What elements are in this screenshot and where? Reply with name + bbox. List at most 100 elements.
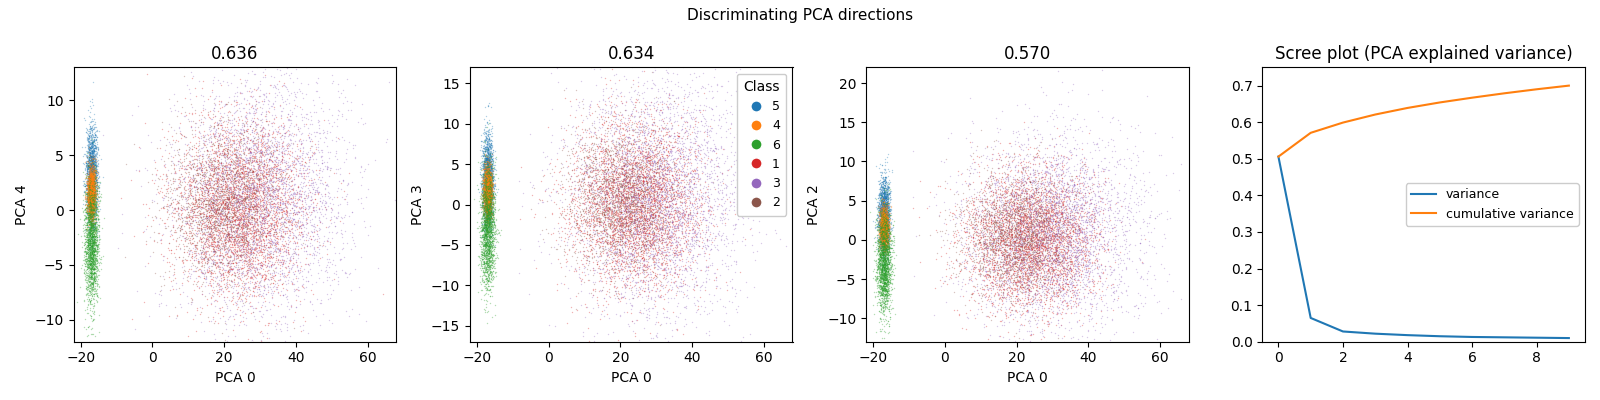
Point xyxy=(970,252,995,259)
Point xyxy=(301,149,326,156)
Point xyxy=(1014,240,1040,247)
Point xyxy=(870,216,896,223)
Point xyxy=(872,212,898,218)
Point xyxy=(74,186,99,192)
Point xyxy=(269,149,294,156)
Point xyxy=(211,218,237,224)
Point xyxy=(470,203,496,210)
Point xyxy=(595,196,621,203)
Point xyxy=(248,212,274,219)
Point xyxy=(222,238,248,244)
Point xyxy=(1126,208,1152,214)
Point xyxy=(186,227,211,233)
Point xyxy=(280,111,306,117)
Point xyxy=(78,198,104,204)
Point xyxy=(1102,257,1128,264)
Point xyxy=(85,208,110,214)
Point xyxy=(213,213,238,220)
Point xyxy=(472,190,498,196)
Point xyxy=(1072,250,1098,257)
Point xyxy=(85,244,110,250)
Point xyxy=(552,95,578,101)
Point xyxy=(558,97,584,104)
Point xyxy=(654,191,680,198)
Point xyxy=(248,199,274,206)
Point xyxy=(1022,240,1048,246)
Point xyxy=(1022,232,1048,238)
Point xyxy=(229,226,254,232)
Point xyxy=(618,230,643,236)
Point xyxy=(80,199,106,206)
Point xyxy=(477,182,502,188)
Point xyxy=(472,242,498,248)
Point xyxy=(621,220,646,226)
Point xyxy=(866,288,891,294)
Point xyxy=(187,197,213,204)
Point xyxy=(286,204,312,210)
Point xyxy=(302,236,328,242)
Point xyxy=(870,260,896,267)
Point xyxy=(872,261,898,267)
Point xyxy=(656,165,682,171)
Point xyxy=(477,210,502,216)
Point xyxy=(475,183,501,189)
Point xyxy=(77,236,102,242)
Point xyxy=(478,218,504,224)
Point xyxy=(1005,212,1030,218)
Point xyxy=(869,223,894,230)
Point xyxy=(477,286,502,292)
Point xyxy=(672,58,698,65)
Point xyxy=(595,206,621,213)
Point xyxy=(214,194,240,200)
Point xyxy=(957,269,982,275)
Point xyxy=(234,249,259,256)
Point xyxy=(78,177,104,184)
Point xyxy=(248,150,274,156)
Point xyxy=(1026,230,1051,236)
Point xyxy=(990,228,1016,234)
Point xyxy=(1069,246,1094,252)
Point xyxy=(480,156,506,162)
Point xyxy=(584,269,610,276)
Point xyxy=(250,226,275,232)
Point xyxy=(235,201,261,207)
Point xyxy=(627,213,653,219)
Point xyxy=(1035,252,1061,258)
Point xyxy=(480,219,506,226)
Point xyxy=(72,192,98,198)
Point xyxy=(1016,207,1042,214)
Point xyxy=(582,135,608,141)
Point xyxy=(595,269,621,275)
Point xyxy=(85,176,110,182)
Point xyxy=(1074,238,1099,244)
Point xyxy=(77,178,102,184)
Point xyxy=(1070,174,1096,180)
Point xyxy=(475,187,501,194)
Point xyxy=(293,114,318,121)
Point xyxy=(250,189,275,196)
Point xyxy=(870,292,896,299)
Point xyxy=(691,128,717,134)
Point xyxy=(472,176,498,182)
Point xyxy=(82,124,107,130)
Point xyxy=(614,206,640,212)
Point xyxy=(248,206,274,212)
Point xyxy=(875,282,901,288)
Point xyxy=(1056,246,1082,253)
Point xyxy=(238,211,264,218)
Point xyxy=(1050,188,1075,194)
Point xyxy=(179,296,205,303)
Point xyxy=(968,218,994,224)
Point xyxy=(624,207,650,214)
Point xyxy=(230,238,256,245)
Point xyxy=(474,184,499,190)
Point xyxy=(197,174,222,181)
Point xyxy=(622,118,648,124)
Point xyxy=(619,218,645,224)
Point xyxy=(80,212,106,218)
Point xyxy=(870,308,896,314)
Point xyxy=(872,234,898,240)
Point xyxy=(475,190,501,196)
Point xyxy=(872,270,898,276)
Point xyxy=(210,186,235,192)
